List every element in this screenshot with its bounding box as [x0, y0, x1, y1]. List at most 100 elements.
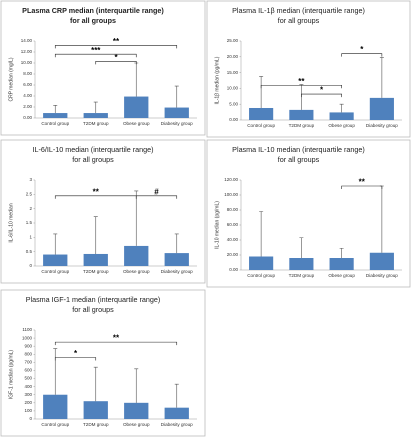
y-tick-label: 200	[24, 400, 32, 405]
y-tick-label: 25.00	[227, 38, 239, 43]
error-bar	[259, 211, 264, 257]
bar	[164, 253, 189, 266]
bar	[249, 256, 274, 270]
chart-title: PLasma CRP median (interquartile range)	[22, 6, 164, 15]
y-tick-label: 10.00	[227, 86, 239, 91]
y-tick-label: 0.00	[229, 117, 238, 122]
y-tick-label: 0	[29, 416, 32, 421]
y-tick-label: 400	[24, 384, 32, 389]
chart-panel: PLasma CRP median (interquartile range)f…	[0, 0, 206, 136]
y-axis-label: IL-6/IL-10 median	[8, 203, 14, 242]
x-tick-label: T2DM group	[83, 121, 109, 126]
significance-bracket	[260, 84, 342, 89]
y-tick-label: 900	[24, 343, 32, 348]
error-bar	[259, 76, 264, 108]
y-axis-label: CRP median (mg/L)	[8, 57, 14, 101]
x-tick-label: T2DM group	[83, 422, 109, 427]
y-tick-label: 15.00	[227, 70, 239, 75]
chart-title: Plasma IL-10 median (interquartile range…	[232, 145, 365, 154]
significance-bracket	[54, 53, 137, 58]
chart-title: for all groups	[72, 155, 114, 164]
significance-bracket	[95, 61, 137, 65]
significance-label: **	[298, 77, 305, 86]
y-tick-label: 8.00	[23, 71, 32, 76]
y-tick-label: 0.00	[23, 115, 32, 120]
y-tick-label: 2.00	[23, 104, 32, 109]
y-tick-label: 1.5	[26, 220, 33, 225]
bar	[124, 96, 149, 118]
chart-title: for all groups	[278, 16, 320, 25]
error-bar	[93, 216, 98, 254]
significance-bracket	[341, 53, 383, 57]
error-bar	[53, 105, 58, 114]
bar	[289, 109, 314, 120]
y-tick-label: 10.00	[21, 60, 33, 65]
error-bar	[93, 101, 98, 114]
y-tick-label: 40.00	[227, 237, 239, 242]
y-tick-label: 0	[29, 263, 32, 268]
error-bar	[339, 247, 344, 258]
error-bar	[379, 57, 384, 98]
chart-panel: IL-6/IL-10 median (interquartile range)f…	[0, 139, 206, 284]
y-axis-label: IGF-1 median (pg/mL)	[8, 350, 14, 400]
bar	[43, 254, 68, 266]
chart-title: for all groups	[72, 305, 114, 314]
chart-panel: Plasma IL-1β median (interquartile range…	[206, 0, 411, 138]
chart-panel: Plasma IL-10 median (interquartile range…	[206, 139, 411, 288]
x-tick-label: Control group	[247, 123, 275, 128]
error-bar	[174, 383, 179, 408]
error-bar	[53, 348, 58, 395]
y-tick-label: 120.00	[224, 177, 238, 182]
x-tick-label: Obese group	[328, 123, 355, 128]
significance-label: *	[360, 45, 364, 54]
error-bar	[174, 85, 179, 108]
significance-label: **	[93, 187, 100, 196]
bar	[249, 107, 274, 120]
significance-label: **	[113, 37, 120, 46]
significance-label: *	[114, 53, 118, 62]
error-bar	[53, 233, 58, 255]
x-tick-label: Control group	[41, 269, 69, 274]
y-tick-label: 6.00	[23, 82, 32, 87]
x-tick-label: Diabesity group	[366, 273, 398, 278]
bar	[83, 401, 108, 419]
significance-label: **	[359, 178, 366, 187]
significance-label: #	[154, 187, 159, 196]
x-tick-label: Diabesity group	[161, 121, 193, 126]
x-tick-label: Control group	[41, 422, 69, 427]
y-tick-label: 60.00	[227, 222, 239, 227]
error-bar	[134, 190, 139, 246]
y-axis-label: IL-1β median (pg/mL)	[214, 56, 220, 104]
significance-bracket	[54, 341, 178, 346]
y-tick-label: 12.00	[21, 49, 33, 54]
y-tick-label: 5.00	[229, 101, 238, 106]
y-tick-label: 2.5	[26, 192, 33, 197]
y-tick-label: 300	[24, 392, 32, 397]
chart-title: for all groups	[278, 155, 320, 164]
significance-bracket	[301, 93, 342, 98]
bar	[369, 252, 394, 270]
bar	[164, 107, 189, 118]
y-tick-label: 14.00	[21, 38, 33, 43]
y-tick-label: 1	[29, 235, 32, 240]
bar	[124, 245, 149, 266]
error-bar	[134, 368, 139, 403]
x-tick-label: Obese group	[328, 273, 355, 278]
bar	[369, 97, 394, 120]
y-axis-label: IL-10 median (pg/mL)	[214, 201, 220, 249]
chart-title: for all groups	[70, 16, 116, 25]
y-tick-label: 20.00	[227, 54, 239, 59]
significance-label: *	[320, 86, 324, 95]
bar	[83, 113, 108, 118]
significance-bracket	[341, 185, 383, 189]
bar	[43, 113, 68, 118]
x-tick-label: Obese group	[123, 269, 150, 274]
y-tick-label: 4.00	[23, 93, 32, 98]
bar	[43, 394, 68, 419]
y-tick-label: 800	[24, 351, 32, 356]
error-bar	[93, 366, 98, 402]
chart-title: Plasma IGF-1 median (interquartile range…	[26, 295, 161, 304]
bar	[329, 112, 354, 120]
x-tick-label: Diabesity group	[161, 269, 193, 274]
